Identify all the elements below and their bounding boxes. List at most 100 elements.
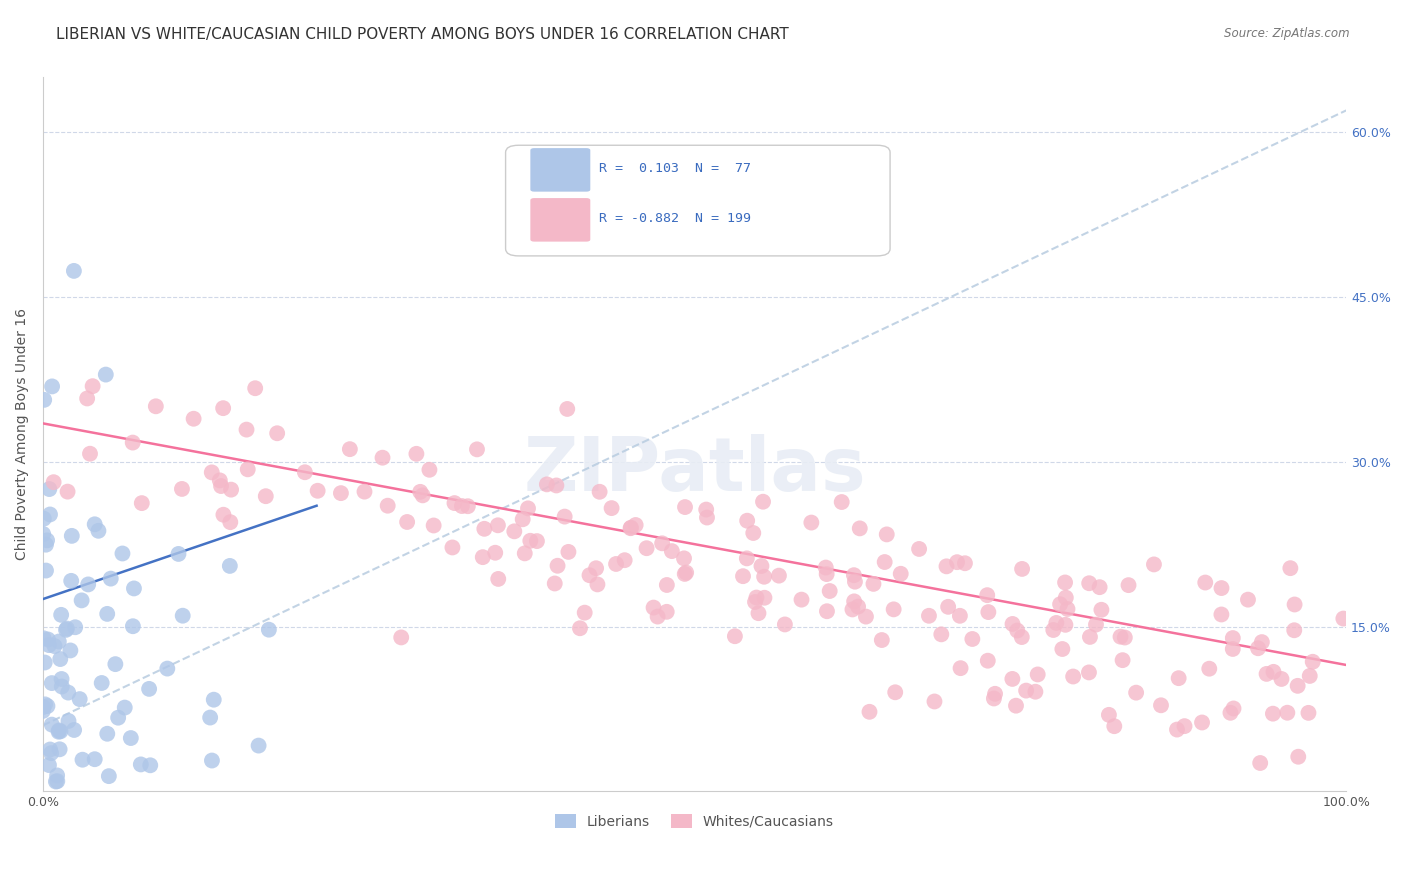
Point: [198, 710, 221, 724]
Point: [96, 727, 118, 741]
Point: [1237, 592, 1260, 607]
Point: [1078, 576, 1101, 591]
Point: [655, 605, 678, 619]
Point: [953, 556, 976, 570]
Point: [884, 685, 907, 699]
Point: [70, 593, 93, 607]
Point: [605, 557, 627, 571]
Point: [585, 561, 607, 575]
Point: [773, 617, 796, 632]
Point: [815, 604, 838, 618]
Point: [56, 484, 79, 499]
Point: [441, 541, 464, 555]
Point: [1219, 706, 1241, 720]
Point: [37, 699, 59, 714]
Point: [1279, 561, 1302, 575]
Point: [409, 484, 432, 499]
Point: [586, 577, 609, 591]
Point: [32, 392, 55, 407]
Point: [842, 568, 865, 582]
Point: [235, 423, 257, 437]
Point: [104, 657, 127, 672]
Point: [58, 685, 80, 699]
Point: [129, 757, 152, 772]
Point: [983, 691, 1005, 706]
Point: [329, 486, 352, 500]
Point: [122, 582, 145, 596]
Point: [63, 264, 86, 278]
Point: [1167, 671, 1189, 685]
Point: [111, 547, 134, 561]
Point: [1011, 562, 1033, 576]
Point: [451, 499, 474, 513]
Point: [977, 605, 1000, 619]
Point: [172, 608, 194, 623]
Point: [59, 643, 82, 657]
Point: [38, 758, 60, 772]
Y-axis label: Child Poverty Among Boys Under 16: Child Poverty Among Boys Under 16: [15, 309, 30, 560]
Point: [1302, 655, 1324, 669]
Point: [209, 479, 232, 493]
Point: [731, 569, 754, 583]
Point: [38, 638, 60, 652]
Point: [1104, 719, 1126, 733]
Point: [745, 591, 768, 605]
Point: [768, 568, 790, 582]
Point: [924, 694, 946, 708]
Point: [977, 654, 1000, 668]
Point: [1015, 683, 1038, 698]
Point: [724, 629, 747, 643]
Point: [818, 584, 841, 599]
Point: [855, 609, 877, 624]
Point: [655, 578, 678, 592]
Point: [790, 592, 813, 607]
Point: [1286, 679, 1309, 693]
Point: [87, 524, 110, 538]
Point: [735, 514, 758, 528]
Point: [63, 723, 86, 737]
Point: [122, 619, 145, 633]
Point: [673, 551, 696, 566]
Point: [56, 622, 79, 636]
Point: [814, 560, 837, 574]
Point: [918, 608, 941, 623]
Point: [1143, 558, 1166, 572]
Point: [1118, 578, 1140, 592]
Point: [96, 607, 118, 621]
Point: [1085, 617, 1108, 632]
Point: [751, 559, 773, 574]
Point: [76, 392, 98, 406]
Point: [1042, 623, 1064, 637]
Point: [526, 534, 548, 549]
Point: [846, 599, 869, 614]
Point: [578, 568, 600, 582]
Text: ZIPatlas: ZIPatlas: [523, 434, 866, 507]
Point: [815, 567, 838, 582]
Point: [218, 558, 240, 573]
Point: [457, 500, 479, 514]
Point: [742, 526, 765, 541]
Point: [647, 609, 669, 624]
Point: [51, 680, 73, 694]
Point: [247, 739, 270, 753]
Point: [800, 516, 823, 530]
Point: [1054, 617, 1077, 632]
Point: [1249, 756, 1271, 770]
Point: [219, 515, 242, 529]
Point: [46, 774, 69, 789]
Text: R = -0.882  N = 199: R = -0.882 N = 199: [599, 211, 751, 225]
Point: [1125, 686, 1147, 700]
Point: [876, 527, 898, 541]
Point: [39, 746, 62, 760]
Point: [69, 692, 91, 706]
Point: [139, 758, 162, 772]
Point: [1166, 723, 1188, 737]
Point: [90, 676, 112, 690]
FancyBboxPatch shape: [530, 198, 591, 242]
Point: [396, 515, 419, 529]
Point: [1263, 665, 1285, 679]
Point: [643, 600, 665, 615]
Point: [661, 544, 683, 558]
Point: [752, 494, 775, 508]
Point: [929, 627, 952, 641]
